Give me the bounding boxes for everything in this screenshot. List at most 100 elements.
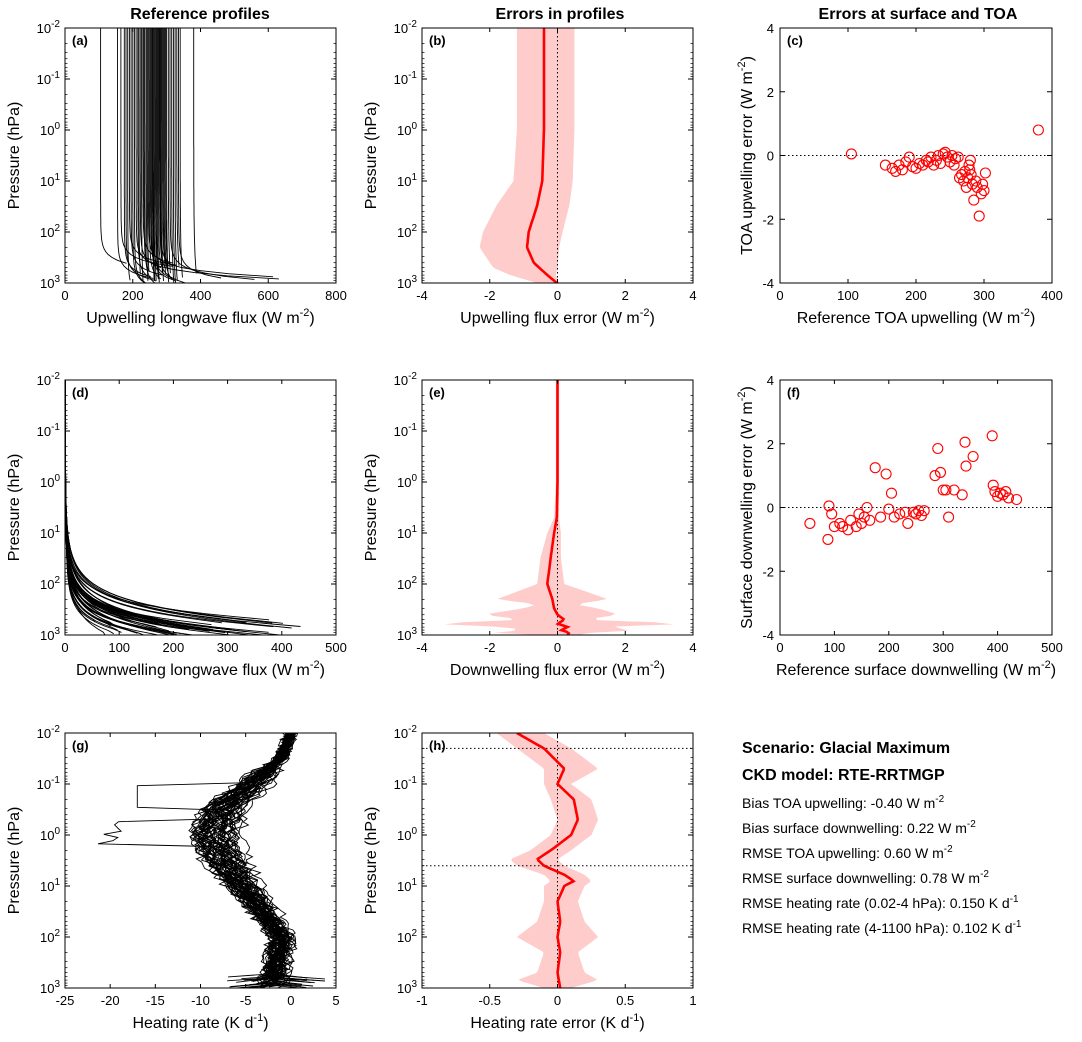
y-tick-label-g-3: 103 [40,979,60,996]
x-tick-label-f-1: 100 [824,640,846,655]
y-tick-label-a--2: 10-2 [37,19,61,36]
x-tick-label-a-3: 600 [257,288,279,303]
x-tick-label-b-2: 0 [554,288,561,303]
scatter-point-c-35 [964,154,976,166]
scatter-point-f-23 [902,517,914,529]
profile-line-a-39 [167,28,171,274]
panel-label-f: (f) [787,385,800,400]
scatter-point-c-26 [952,151,964,163]
scatter-point-f-30 [932,442,944,455]
profile-line-a-49 [193,28,197,274]
mean-error-line-h [516,733,580,988]
y-tick-label-h-0: 100 [397,826,417,843]
mean-error-line-b [525,28,558,283]
y-tick-label-e-0: 100 [397,473,417,490]
column-title-reference: Reference profiles [130,6,270,23]
profile-line-d-29 [65,380,111,627]
x-tick-label-h-3: 0.5 [616,993,634,1008]
x-tick-label-d-0: 0 [61,640,68,655]
profile-line-a-20 [147,28,274,278]
axes-box-a [64,27,337,284]
scatter-point-f-48 [1011,493,1023,506]
scatter-point-f-22 [899,506,911,518]
x-tick-label-a-2: 400 [190,288,212,303]
x-tick-label-g-1: -20 [101,993,120,1008]
y-tick-label-b-1: 101 [397,172,417,189]
plot-area-c [780,124,1052,222]
profile-line-a-23 [150,28,176,282]
profile-line-d-17 [65,380,221,632]
profile-line-a-21 [148,28,161,280]
profile-line-a-29 [157,28,160,283]
x-tick-label-d-5: 500 [325,640,347,655]
x-tick-label-g-0: -25 [56,993,75,1008]
scatter-point-f-28 [918,505,930,517]
scatter-point-f-47 [1002,492,1015,504]
x-tick-label-h-4: 1 [689,993,696,1008]
x-tick-label-b-3: 2 [622,288,629,303]
x-axis-label-d: Downwelling longwave flux (W m-2) [76,659,325,679]
y-tick-label-c-4: 4 [767,21,774,36]
y-tick-label-f-0: -4 [762,628,774,643]
scatter-point-c-38 [968,194,980,206]
profile-line-a-10 [135,28,279,280]
scatter-point-f-13 [861,501,873,514]
scatter-point-f-41 [987,479,999,491]
scatter-point-f-3 [826,508,838,520]
y-tick-label-b-0: 100 [397,121,417,138]
profile-line-a-3 [123,28,151,278]
x-tick-label-e-0: -4 [416,640,428,655]
y-tick-label-h-2: 102 [397,928,417,945]
plot-area-h [422,733,693,988]
y-tick-label-c-1: -2 [762,212,774,227]
scatter-point-c-45 [979,167,991,179]
y-axis-label-a: Pressure (hPa) [6,102,23,210]
scatter-point-f-43 [992,490,1004,502]
profile-line-d-13 [65,380,198,629]
profile-line-a-1 [117,28,154,279]
y-axis-label-f: Surface downwelling error (W m-2) [736,386,756,629]
panel-label-b: (b) [429,33,446,48]
y-tick-label-a-0: 100 [40,121,60,138]
stat-rmse-surface: RMSE surface downwelling: 0.78 W m-2 [742,869,989,886]
x-tick-label-h-1: -0.5 [479,993,501,1008]
panel-h: -1 -0.5 0 0.5 1 10-2 10-1 100 101 102 103 (h) Heatin… [363,724,697,1032]
panel-d: 0 100 200 300 400 500 10-2 10-1 100 101 102 103 (d) D… [6,371,347,679]
y-tick-label-a-1: 101 [40,172,60,189]
scenario-title: Scenario: Glacial Maximum [742,740,950,757]
y-tick-label-e-2: 102 [397,575,417,592]
scatter-point-f-18 [883,503,895,515]
y-tick-label-d-0: 100 [40,473,60,490]
scatter-point-f-1 [822,533,834,545]
profile-line-a-9 [133,28,147,283]
profile-line-a-44 [176,28,180,266]
profile-line-g-38 [225,733,295,982]
panel-label-h: (h) [429,738,446,753]
profile-line-a-28 [156,28,159,280]
stat-rmse-heating-lower: RMSE heating rate (4-1100 hPa): 0.102 K … [742,919,1022,936]
x-tick-label-f-3: 300 [932,640,954,655]
x-axis-label-b: Upwelling flux error (W m-2) [460,307,655,327]
y-tick-label-e--2: 10-2 [394,371,418,388]
profile-line-g-40 [217,733,297,981]
profile-line-g-32 [193,733,293,986]
x-tick-label-e-3: 2 [622,640,629,655]
y-tick-label-g--1: 10-1 [37,775,61,792]
profile-line-a-6 [128,28,177,266]
scatter-point-c-46 [1032,124,1044,136]
profile-line-d-5 [65,380,253,635]
panel-b: -4 -2 0 2 4 10-2 10-1 100 101 102 103 (b) Upwelling … [363,19,697,327]
scatter-point-f-2 [823,500,835,512]
scatter-point-f-32 [937,484,949,496]
panel-c: 0 100 200 300 400 -4 -2 0 2 4 (c) Reference TOA upw… [736,21,1063,327]
x-tick-label-d-2: 200 [163,640,185,655]
x-tick-label-f-2: 200 [878,640,900,655]
profile-line-a-22 [149,28,159,269]
profile-line-a-43 [174,28,178,281]
plot-area-a [100,28,279,283]
profile-line-d-44 [65,380,270,621]
profile-line-d-28 [65,380,222,624]
y-tick-label-d--1: 10-1 [37,422,61,439]
x-tick-label-g-6: 5 [332,993,339,1008]
y-tick-label-f-4: 4 [767,373,774,388]
